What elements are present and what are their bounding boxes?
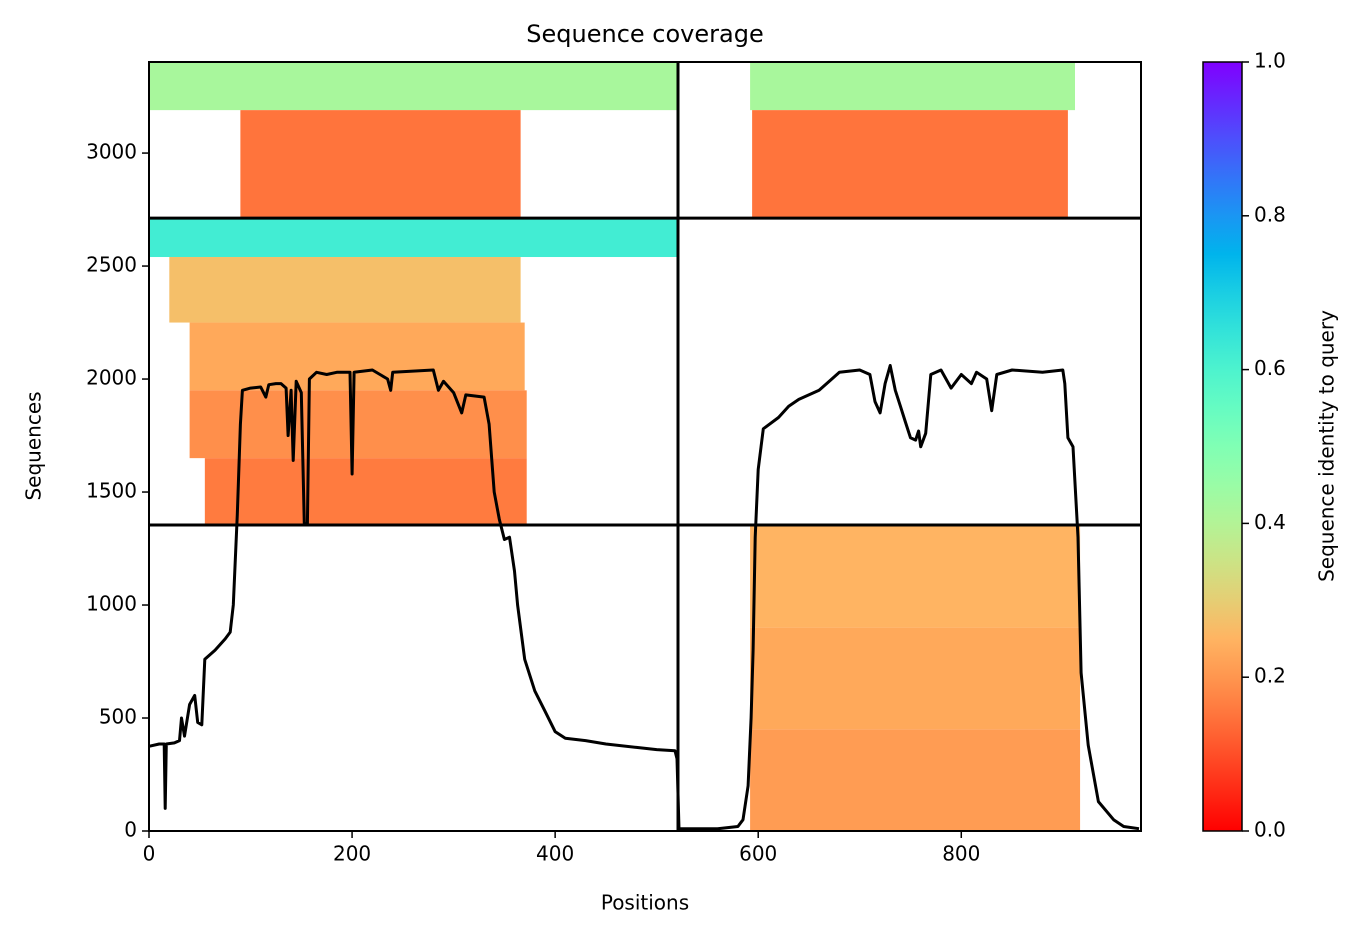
msa-block	[750, 627, 1081, 730]
colorbar-tick-label: 0.6	[1254, 356, 1286, 380]
y-axis-label: Sequences	[22, 391, 46, 500]
plot-frame	[148, 61, 1142, 832]
x-tick-label: 800	[942, 842, 980, 866]
colorbar-label: Sequence identity to query	[1315, 310, 1339, 582]
coverage-line	[148, 364, 1140, 831]
msa-block	[750, 525, 1081, 628]
y-tick-label: 1000	[86, 592, 137, 616]
y-tick-label: 2000	[86, 366, 137, 390]
colorbar-tick-label: 0.8	[1254, 202, 1286, 226]
msa-block	[752, 110, 1068, 219]
msa-block	[204, 458, 527, 526]
colorbar-tick-label: 0.2	[1254, 664, 1286, 688]
colorbar-tick-label: 1.0	[1254, 49, 1286, 73]
y-tick-label: 3000	[86, 140, 137, 164]
colorbar-tick-label: 0.4	[1254, 510, 1286, 534]
msa-block	[189, 390, 527, 459]
msa-block	[750, 62, 1076, 111]
msa-block	[189, 322, 525, 391]
x-tick-label: 600	[739, 842, 777, 866]
x-tick-label: 200	[333, 842, 371, 866]
msa-block	[149, 218, 678, 258]
msa-block	[240, 110, 521, 219]
y-tick-label: 0	[124, 818, 137, 842]
colorbar-tick-label: 0.0	[1254, 818, 1286, 842]
y-tick-label: 500	[99, 705, 137, 729]
msa-block	[750, 729, 1081, 831]
y-tick-label: 1500	[86, 479, 137, 503]
chart-title: Sequence coverage	[526, 20, 763, 48]
x-tick-label: 400	[536, 842, 574, 866]
msa-block	[169, 257, 521, 323]
x-tick-label: 0	[143, 842, 156, 866]
y-tick-label: 2500	[86, 253, 137, 277]
colorbar	[1202, 61, 1243, 832]
x-axis-label: Positions	[601, 891, 689, 915]
msa-block	[149, 62, 678, 111]
